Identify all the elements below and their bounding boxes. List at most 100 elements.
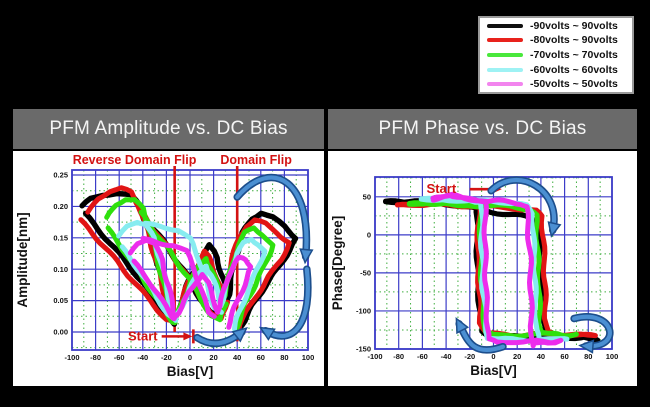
arrow-body [235, 175, 309, 259]
start-label: Start [427, 181, 457, 196]
y-tick-label: -100 [356, 307, 371, 316]
arrow-body [571, 314, 612, 349]
y-tick-label: -50 [360, 268, 371, 277]
x-tick-label: -20 [161, 353, 172, 362]
legend-item: -50volts ~ 50volts [487, 77, 632, 92]
arrow-body [489, 178, 557, 233]
y-tick-label: 0.20 [53, 202, 68, 211]
legend-line-swatch [487, 67, 523, 72]
x-tick-label: 0 [188, 353, 192, 362]
y-tick-label: 0.05 [53, 296, 68, 305]
x-tick-label: 80 [584, 352, 592, 361]
arrow-body [263, 267, 310, 338]
arrowhead [183, 332, 193, 341]
tick-labels: -100 -80 -60 -40 -20 0 20 40 60 80 100500-50-100-1… [356, 192, 618, 361]
series-line [394, 201, 598, 339]
series-line [383, 198, 601, 343]
series-line [82, 210, 177, 327]
series-line [127, 237, 254, 330]
x-tick-label: 60 [560, 352, 568, 361]
amplitude-chart-title: PFM Amplitude vs. DC Bias [49, 118, 288, 139]
y-tick-label: -150 [356, 345, 371, 354]
x-axis-label: Bias[V] [470, 363, 517, 378]
arrowhead [299, 248, 314, 265]
legend-line-swatch [487, 38, 523, 43]
x-axis-label: Bias[V] [167, 364, 214, 379]
series-line [131, 258, 177, 322]
series--80volts-90volts [394, 201, 598, 339]
x-tick-label: -100 [64, 353, 79, 362]
arrowhead [231, 327, 248, 343]
series--90volts-90volts [383, 198, 601, 343]
x-tick-label: -40 [137, 353, 148, 362]
phase-chart-title-banner: PFM Phase vs. DC Bias [328, 109, 637, 149]
flip-annotation-label: Reverse Domain Flip [73, 153, 197, 167]
x-tick-label: -60 [114, 353, 125, 362]
series--50volts-50volts [127, 235, 254, 330]
amplitude-chart-title-banner: PFM Amplitude vs. DC Bias [13, 109, 324, 149]
x-tick-label: 100 [606, 352, 619, 361]
arrowhead [258, 326, 276, 341]
sweep-direction-arrow [570, 313, 614, 354]
sweep-direction-arrow [455, 316, 507, 354]
legend-item-label: -50volts ~ 50volts [530, 78, 618, 91]
legend-line-swatch [487, 53, 523, 57]
legend-item: -60volts ~ 60volts [487, 62, 632, 77]
sweep-direction-arrow [193, 327, 248, 348]
x-tick-label: 20 [209, 353, 217, 362]
plot-frame [71, 169, 309, 351]
y-tick-label: 0.25 [53, 171, 68, 180]
start-annotation: Start [128, 328, 195, 344]
arrowhead [547, 221, 562, 238]
x-tick-label: 40 [233, 353, 241, 362]
legend-item: -70volts ~ 70volts [487, 48, 632, 63]
legend: -90volts ~ 90volts -80volts ~ 90volts -70v… [478, 16, 634, 94]
series-line [78, 217, 177, 325]
amplitude-chart-panel: Reverse Domain Flip Domain Flip Start -100-… [13, 151, 324, 386]
y-tick-label: 50 [363, 192, 371, 201]
y-tick-label: 0 [367, 230, 371, 239]
phase-chart-title: PFM Phase vs. DC Bias [378, 118, 587, 139]
y-axis-label: Phase[Degree] [330, 216, 345, 311]
series-line [116, 219, 268, 332]
x-tick-label: 20 [513, 352, 521, 361]
series-line [430, 191, 564, 349]
x-tick-label: -100 [367, 352, 382, 361]
y-tick-label: 0.00 [53, 328, 68, 337]
sweep-direction-arrow [487, 176, 562, 238]
y-tick-label: 0.15 [53, 233, 68, 242]
x-tick-label: -60 [417, 352, 428, 361]
series-line [140, 235, 217, 319]
sweep-direction-arrow [258, 265, 312, 341]
amplitude-chart: Reverse Domain Flip Domain FlipStart-100-… [15, 153, 314, 379]
y-axis-label: Amplitude[nm] [15, 212, 30, 307]
sweep-direction-arrow [233, 174, 314, 265]
legend-line-swatch [487, 23, 523, 28]
y-tick-label: 0.10 [53, 265, 68, 274]
legend-item: -90volts ~ 90volts [487, 19, 632, 34]
x-tick-label: 0 [491, 352, 495, 361]
phase-chart-panel: Start -100 -80 -60 -40 -20 0 20 40 60 80 100 50 0 -50 -… [328, 151, 637, 386]
series--50volts-50volts [430, 191, 564, 349]
legend-item-label: -90volts ~ 90volts [530, 19, 618, 32]
legend-item-label: -70volts ~ 70volts [530, 49, 618, 61]
start-label: Start [128, 328, 158, 343]
x-tick-label: 80 [280, 353, 288, 362]
legend-line-swatch [487, 82, 523, 87]
x-tick-label: -80 [90, 353, 101, 362]
phase-chart: Start -100 -80 -60 -40 -20 0 20 40 60 80 100 50 0 -50 -… [330, 176, 618, 378]
flip-annotation-label: Domain Flip [220, 153, 292, 167]
x-tick-label: -40 [441, 352, 452, 361]
x-tick-label: -20 [464, 352, 475, 361]
legend-item-label: -80volts ~ 90volts [530, 34, 618, 47]
arrowhead [455, 316, 470, 335]
tick-labels: -100 -80 -60 -40 -20 0 20 40 60 80 100 0.00 0.05 0.10… [53, 171, 314, 362]
x-tick-label: 40 [537, 352, 545, 361]
legend-item-label: -60volts ~ 60volts [530, 63, 618, 76]
legend-item: -80volts ~ 90volts [487, 33, 632, 48]
x-tick-label: 60 [257, 353, 265, 362]
x-tick-label: -80 [393, 352, 404, 361]
x-tick-label: 100 [302, 353, 315, 362]
arrowhead [578, 339, 595, 354]
